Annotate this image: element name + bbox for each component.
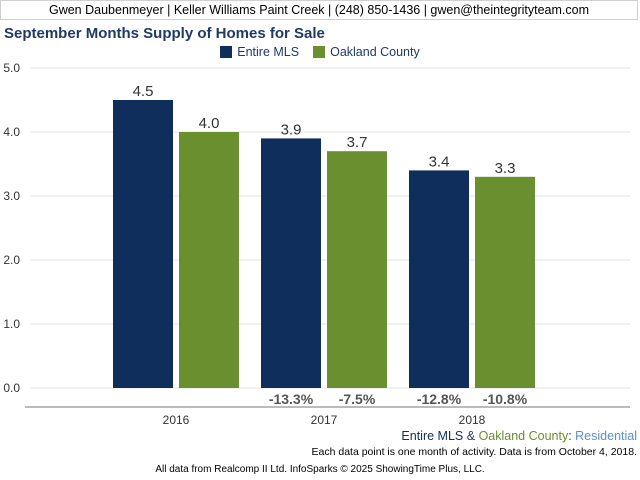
y-tick-label: 0.0 xyxy=(3,381,20,395)
x-tick-label: 2017 xyxy=(311,413,338,427)
data-label: 3.9 xyxy=(281,121,302,138)
data-label: 4.0 xyxy=(199,115,220,132)
x-tick-label: 2018 xyxy=(459,413,486,427)
header-banner: Gwen Daubenmeyer | Keller Williams Paint… xyxy=(0,0,638,20)
footer-series-line: Entire MLS & Oakland County: Residential xyxy=(401,429,637,443)
bar xyxy=(179,132,239,388)
footer-colon: : xyxy=(568,429,576,443)
change-label: -13.3% xyxy=(269,391,314,407)
footer-note: Each data point is one month of activity… xyxy=(311,446,637,458)
footer-series-oakland-county: Oakland County xyxy=(478,429,569,443)
footer-series-entire-mls: Entire MLS xyxy=(401,429,464,443)
bar xyxy=(113,100,173,388)
bar xyxy=(475,176,535,388)
y-tick-label: 2.0 xyxy=(3,253,20,267)
data-label: 3.3 xyxy=(495,160,516,177)
y-tick-label: 5.0 xyxy=(3,61,20,75)
change-label: -10.8% xyxy=(483,391,528,407)
data-label: 4.5 xyxy=(133,83,154,100)
legend-swatch-oakland-county xyxy=(313,46,326,58)
x-tick-label: 2016 xyxy=(163,413,190,427)
chart-area: 0.0 1.0 2.0 3.0 4.0 5.0 2016 4.5 4.0 2017 3.9 -13.3… xyxy=(3,61,630,427)
y-tick-label: 4.0 xyxy=(3,125,20,139)
legend-swatch-entire-mls xyxy=(220,46,233,58)
change-label: -12.8% xyxy=(417,391,462,407)
change-label: -7.5% xyxy=(339,391,376,407)
legend-item-oakland-county[interactable]: Oakland County xyxy=(313,45,420,59)
legend-label-oakland-county: Oakland County xyxy=(330,45,420,59)
bar xyxy=(261,138,321,388)
footer-credit: All data from Realcomp II Ltd. InfoSpark… xyxy=(155,464,485,475)
footer-segment: Residential xyxy=(575,429,637,443)
data-label: 3.7 xyxy=(347,134,368,151)
data-label: 3.4 xyxy=(429,153,450,170)
y-tick-label: 1.0 xyxy=(3,317,20,331)
legend: Entire MLS Oakland County xyxy=(0,45,640,59)
legend-label-entire-mls: Entire MLS xyxy=(237,45,300,59)
y-tick-label: 3.0 xyxy=(3,189,20,203)
footer-ampersand: & xyxy=(463,429,479,443)
legend-item-entire-mls[interactable]: Entire MLS xyxy=(220,45,299,59)
bar xyxy=(327,151,387,388)
bar xyxy=(409,170,469,388)
chart-title: September Months Supply of Homes for Sal… xyxy=(4,25,325,42)
